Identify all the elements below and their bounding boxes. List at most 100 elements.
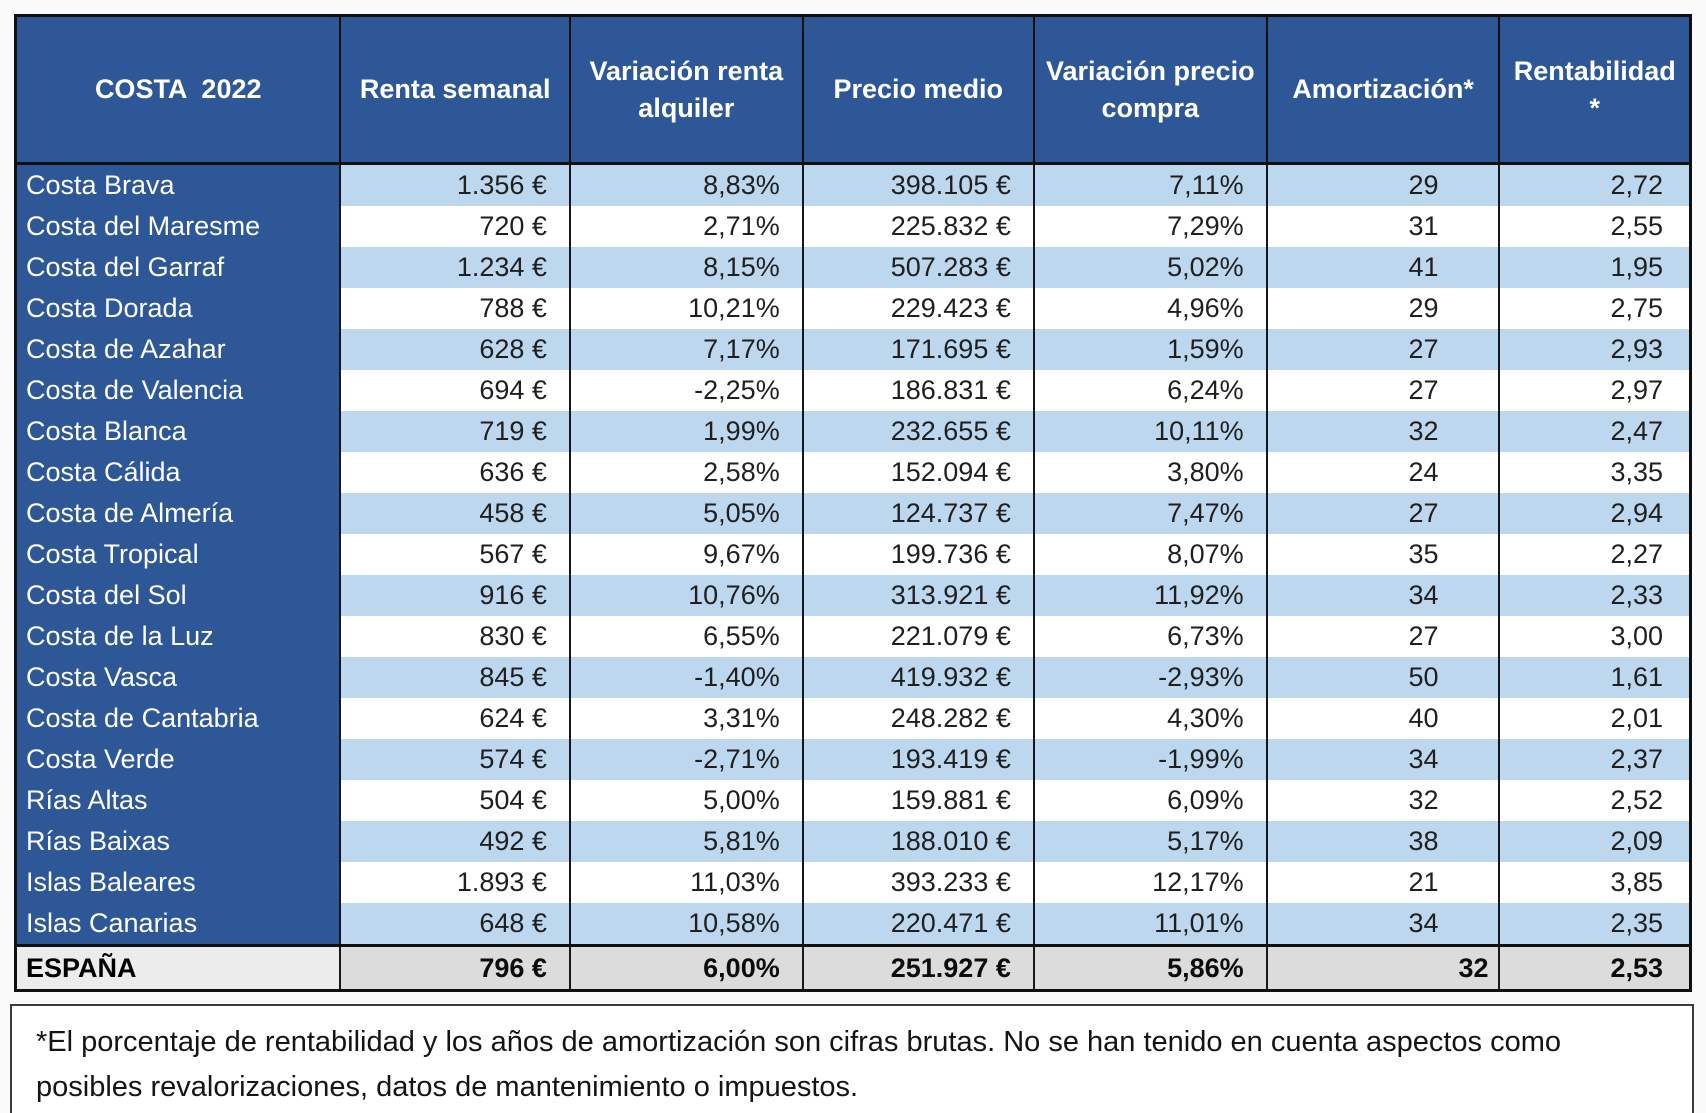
- renta-semanal-cell: 492 €: [339, 821, 570, 862]
- variacion-precio-cell: 6,09%: [1032, 780, 1267, 821]
- variacion-renta-cell: 2,71%: [568, 206, 803, 247]
- region-name-cell: Costa de Cantabria: [15, 698, 341, 739]
- variacion-precio-cell: 1,59%: [1032, 329, 1267, 370]
- rentabilidad-cell: 2,93: [1498, 329, 1691, 370]
- rentabilidad-cell: 2,97: [1498, 370, 1691, 411]
- region-name-cell: Costa de Valencia: [15, 370, 341, 411]
- variacion-renta-cell: 3,31%: [568, 698, 803, 739]
- renta-semanal-cell: 567 €: [339, 534, 570, 575]
- variacion-renta-cell: 6,55%: [568, 616, 803, 657]
- variacion-renta-cell: 10,76%: [568, 575, 803, 616]
- table-row: Costa de Almería 458 € 5,05% 124.737 € 7…: [15, 493, 1691, 534]
- region-name-cell: Costa del Garraf: [15, 247, 341, 288]
- table-row: Costa Vasca 845 € -1,40% 419.932 € -2,93…: [15, 657, 1691, 698]
- amortizacion-cell: 29: [1265, 163, 1500, 206]
- variacion-renta-cell: 8,83%: [568, 163, 803, 206]
- renta-semanal-cell: 504 €: [339, 780, 570, 821]
- renta-semanal-cell: 788 €: [339, 288, 570, 329]
- table-row: Costa Brava 1.356 € 8,83% 398.105 € 7,11…: [15, 163, 1691, 206]
- amortizacion-cell: 34: [1265, 739, 1500, 780]
- amortizacion-cell: 38: [1265, 821, 1500, 862]
- variacion-precio-cell: -2,93%: [1032, 657, 1267, 698]
- variacion-renta-cell: 10,58%: [568, 903, 803, 946]
- rentabilidad-cell: 2,35: [1498, 903, 1691, 946]
- footnote-text: *El porcentaje de rentabilidad y los año…: [36, 1026, 1562, 1103]
- table-row: Islas Baleares 1.893 € 11,03% 393.233 € …: [15, 862, 1691, 903]
- region-name-cell: Rías Baixas: [15, 821, 341, 862]
- region-name-cell: Costa de la Luz: [15, 616, 341, 657]
- amortizacion-cell: 35: [1265, 534, 1500, 575]
- footnote-box: *El porcentaje de rentabilidad y los año…: [10, 1004, 1694, 1113]
- total-precio-medio: 251.927 €: [801, 944, 1034, 991]
- region-name-cell: Costa Brava: [15, 163, 341, 206]
- rentabilidad-cell: 1,95: [1498, 247, 1691, 288]
- region-name-cell: Islas Canarias: [15, 903, 341, 946]
- region-name-cell: Costa del Maresme: [15, 206, 341, 247]
- header-renta-semanal: Renta semanal: [339, 15, 570, 165]
- precio-medio-cell: 220.471 €: [801, 903, 1034, 946]
- header-costa-2022: COSTA 2022: [15, 15, 341, 165]
- renta-semanal-cell: 719 €: [339, 411, 570, 452]
- variacion-precio-cell: 5,02%: [1032, 247, 1267, 288]
- renta-semanal-cell: 458 €: [339, 493, 570, 534]
- rentabilidad-cell: 2,72: [1498, 163, 1691, 206]
- table-footer: ESPAÑA 796 € 6,00% 251.927 € 5,86% 32 2,…: [15, 944, 1691, 991]
- variacion-renta-cell: 5,05%: [568, 493, 803, 534]
- header-variacion-renta: Variación renta alquiler: [568, 15, 803, 165]
- precio-medio-cell: 124.737 €: [801, 493, 1034, 534]
- header-variacion-precio: Variación precio compra: [1032, 15, 1267, 165]
- total-variacion-renta: 6,00%: [568, 944, 803, 991]
- region-name-cell: Costa Dorada: [15, 288, 341, 329]
- rentabilidad-cell: 3,00: [1498, 616, 1691, 657]
- table-row: Costa Blanca 719 € 1,99% 232.655 € 10,11…: [15, 411, 1691, 452]
- table-row: Costa Tropical 567 € 9,67% 199.736 € 8,0…: [15, 534, 1691, 575]
- precio-medio-cell: 225.832 €: [801, 206, 1034, 247]
- amortizacion-cell: 50: [1265, 657, 1500, 698]
- rentabilidad-cell: 2,09: [1498, 821, 1691, 862]
- total-renta-semanal: 796 €: [339, 944, 570, 991]
- precio-medio-cell: 171.695 €: [801, 329, 1034, 370]
- precio-medio-cell: 199.736 €: [801, 534, 1034, 575]
- renta-semanal-cell: 720 €: [339, 206, 570, 247]
- variacion-precio-cell: 10,11%: [1032, 411, 1267, 452]
- variacion-renta-cell: 7,17%: [568, 329, 803, 370]
- table-row: Costa del Maresme 720 € 2,71% 225.832 € …: [15, 206, 1691, 247]
- amortizacion-cell: 27: [1265, 329, 1500, 370]
- amortizacion-cell: 29: [1265, 288, 1500, 329]
- precio-medio-cell: 193.419 €: [801, 739, 1034, 780]
- variacion-renta-cell: 2,58%: [568, 452, 803, 493]
- amortizacion-cell: 34: [1265, 575, 1500, 616]
- amortizacion-cell: 27: [1265, 493, 1500, 534]
- amortizacion-cell: 21: [1265, 862, 1500, 903]
- table-row: Costa Dorada 788 € 10,21% 229.423 € 4,96…: [15, 288, 1691, 329]
- renta-semanal-cell: 624 €: [339, 698, 570, 739]
- region-name-cell: Costa Blanca: [15, 411, 341, 452]
- table-row: Costa del Garraf 1.234 € 8,15% 507.283 €…: [15, 247, 1691, 288]
- renta-semanal-cell: 1.234 €: [339, 247, 570, 288]
- rentabilidad-cell: 1,61: [1498, 657, 1691, 698]
- variacion-precio-cell: 5,17%: [1032, 821, 1267, 862]
- amortizacion-cell: 32: [1265, 411, 1500, 452]
- renta-semanal-cell: 1.893 €: [339, 862, 570, 903]
- variacion-precio-cell: 11,92%: [1032, 575, 1267, 616]
- renta-semanal-cell: 694 €: [339, 370, 570, 411]
- header-rentabilidad: Rentabilidad *: [1498, 15, 1691, 165]
- amortizacion-cell: 27: [1265, 616, 1500, 657]
- precio-medio-cell: 159.881 €: [801, 780, 1034, 821]
- rentabilidad-cell: 2,52: [1498, 780, 1691, 821]
- rentabilidad-cell: 2,55: [1498, 206, 1691, 247]
- amortizacion-cell: 34: [1265, 903, 1500, 946]
- amortizacion-cell: 41: [1265, 247, 1500, 288]
- amortizacion-cell: 31: [1265, 206, 1500, 247]
- costa-2022-table: COSTA 2022 Renta semanal Variación renta…: [14, 14, 1692, 992]
- rentabilidad-cell: 2,37: [1498, 739, 1691, 780]
- variacion-precio-cell: 6,73%: [1032, 616, 1267, 657]
- header-row: COSTA 2022 Renta semanal Variación renta…: [15, 15, 1691, 165]
- variacion-precio-cell: 7,11%: [1032, 163, 1267, 206]
- region-name-cell: Costa Tropical: [15, 534, 341, 575]
- variacion-renta-cell: -2,71%: [568, 739, 803, 780]
- renta-semanal-cell: 830 €: [339, 616, 570, 657]
- amortizacion-cell: 40: [1265, 698, 1500, 739]
- precio-medio-cell: 232.655 €: [801, 411, 1034, 452]
